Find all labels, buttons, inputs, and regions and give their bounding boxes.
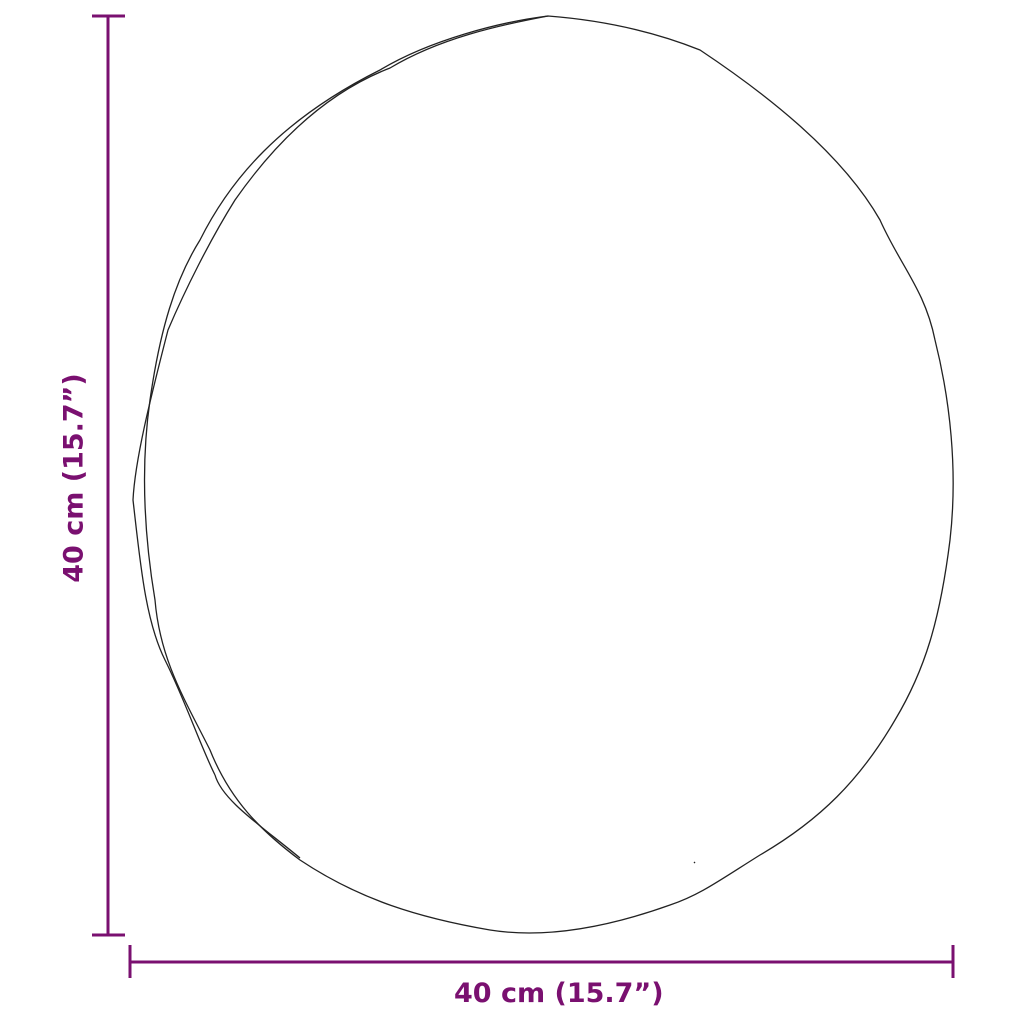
mirror-outline xyxy=(132,15,954,934)
height-label: 40 cm (15.7”) xyxy=(58,373,90,583)
height-dimension-line xyxy=(92,14,125,937)
width-label: 40 cm (15.7”) xyxy=(454,978,664,1009)
width-dimension-line xyxy=(128,945,955,978)
